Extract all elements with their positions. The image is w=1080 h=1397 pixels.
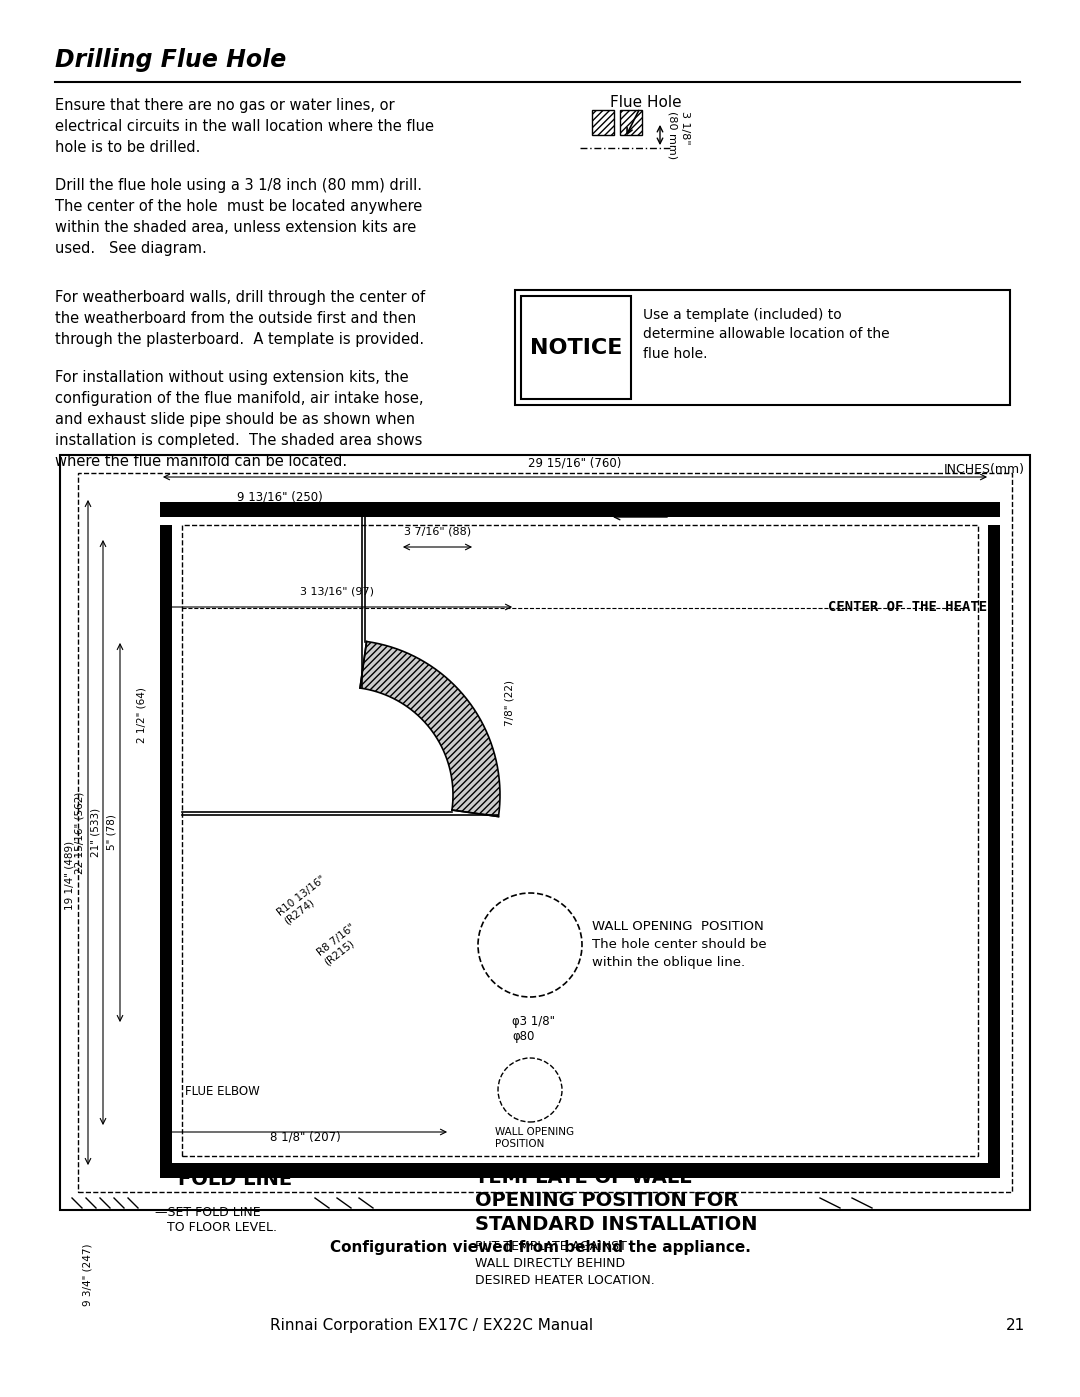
Text: Flue Hole: Flue Hole (610, 95, 681, 110)
Text: Use a template (included) to
determine allowable location of the
flue hole.: Use a template (included) to determine a… (643, 307, 890, 360)
Text: 7/8" (22): 7/8" (22) (505, 680, 515, 726)
Bar (988, 525, 1000, 1178)
Text: For installation without using extension kits, the
configuration of the flue man: For installation without using extension… (55, 370, 423, 469)
Text: INCHES(mm): INCHES(mm) (944, 462, 1025, 476)
Text: TEMPLATE OF WALL
OPENING POSITION FOR
STANDARD INSTALLATION: TEMPLATE OF WALL OPENING POSITION FOR ST… (475, 1168, 757, 1234)
Text: R10 13/16"
(R274): R10 13/16" (R274) (275, 873, 334, 926)
Polygon shape (360, 641, 500, 817)
Text: NOTICE: NOTICE (530, 338, 622, 358)
Bar (515, 291, 1010, 405)
Text: 29 15/16" (760): 29 15/16" (760) (528, 455, 622, 469)
Bar (78, 474, 1012, 1192)
Text: WALL BRACKET: WALL BRACKET (615, 503, 735, 517)
Text: 19 1/4" (489): 19 1/4" (489) (65, 841, 75, 909)
Text: R8 7/16"
(R215): R8 7/16" (R215) (315, 922, 364, 967)
Text: Ensure that there are no gas or water lines, or
electrical circuits in the wall : Ensure that there are no gas or water li… (55, 98, 434, 155)
Text: 22 15/16" (562): 22 15/16" (562) (75, 791, 85, 873)
Bar (592, 110, 615, 136)
Text: Configuration viewed from behind the appliance.: Configuration viewed from behind the app… (329, 1241, 751, 1255)
Text: 5" (78): 5" (78) (107, 814, 117, 851)
Text: 9 13/16" (250): 9 13/16" (250) (238, 490, 323, 503)
Text: 21: 21 (1005, 1317, 1025, 1333)
Text: Drill the flue hole using a 3 1/8 inch (80 mm) drill.
The center of the hole  mu: Drill the flue hole using a 3 1/8 inch (… (55, 177, 422, 256)
Bar (60, 455, 1030, 1210)
Text: 2 1/2" (64): 2 1/2" (64) (136, 687, 146, 743)
Text: 3 7/16" (88): 3 7/16" (88) (404, 527, 471, 536)
Bar (183, 525, 978, 1155)
Text: WALL OPENING
POSITION: WALL OPENING POSITION (495, 1127, 575, 1148)
Text: For weatherboard walls, drill through the center of
the weatherboard from the ou: For weatherboard walls, drill through th… (55, 291, 426, 346)
Bar (521, 296, 631, 400)
Text: FLUE ELBOW: FLUE ELBOW (185, 1085, 260, 1098)
Bar (160, 525, 172, 1178)
Text: 3 13/16" (97): 3 13/16" (97) (300, 587, 375, 597)
Bar (160, 502, 1000, 517)
Text: 3 1/8"
(80 mm): 3 1/8" (80 mm) (669, 110, 690, 159)
Text: —SET FOLD LINE
   TO FLOOR LEVEL.: —SET FOLD LINE TO FLOOR LEVEL. (156, 1206, 276, 1234)
Text: PUT TEMPLATE AGAINST
WALL DIRECTLY BEHIND
DESIRED HEATER LOCATION.: PUT TEMPLATE AGAINST WALL DIRECTLY BEHIN… (475, 1241, 654, 1287)
Text: FOLD LINE: FOLD LINE (178, 1171, 292, 1189)
Text: φ3 1/8"
φ80: φ3 1/8" φ80 (512, 1016, 555, 1044)
Text: CENTER OF THE HEATER: CENTER OF THE HEATER (827, 599, 995, 615)
Text: Drilling Flue Hole: Drilling Flue Hole (55, 47, 286, 73)
Text: WALL OPENING  POSITION
The hole center should be
within the oblique line.: WALL OPENING POSITION The hole center sh… (592, 921, 767, 970)
Text: 21" (533): 21" (533) (90, 807, 100, 858)
Text: 8 1/8" (207): 8 1/8" (207) (270, 1132, 340, 1144)
Text: 9 3/4" (247): 9 3/4" (247) (82, 1243, 92, 1306)
Text: Rinnai Corporation EX17C / EX22C Manual: Rinnai Corporation EX17C / EX22C Manual (270, 1317, 593, 1333)
Bar (160, 1162, 1000, 1178)
Bar (620, 110, 642, 136)
